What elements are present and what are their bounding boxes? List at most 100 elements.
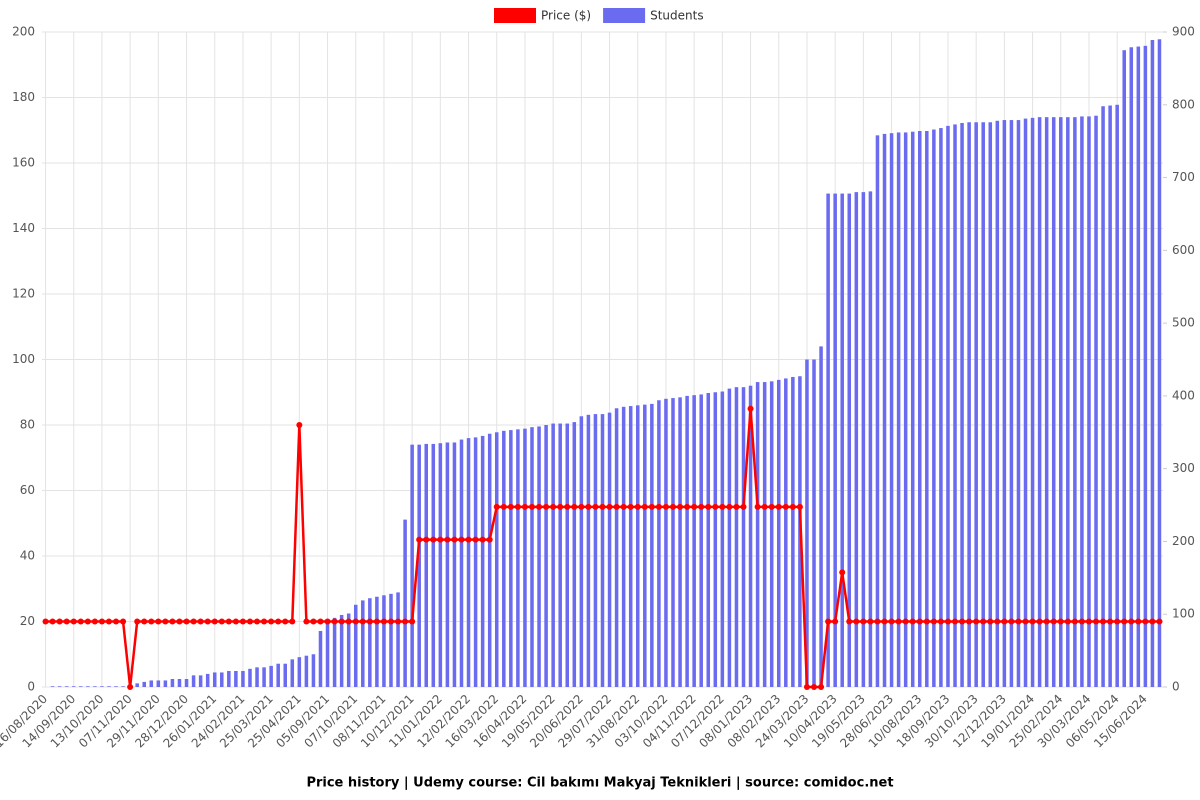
y-tick-label: 180 bbox=[12, 90, 35, 104]
bar bbox=[918, 130, 922, 687]
bar bbox=[861, 192, 866, 687]
bar bbox=[727, 388, 732, 687]
price-point bbox=[726, 503, 733, 510]
price-point bbox=[42, 618, 49, 625]
bar bbox=[946, 125, 950, 688]
bar bbox=[833, 193, 837, 688]
y-tick-label: 100 bbox=[12, 352, 35, 366]
price-point bbox=[352, 618, 359, 625]
bar bbox=[769, 381, 774, 687]
y2-tick-label: 600 bbox=[1172, 243, 1195, 257]
bar bbox=[664, 398, 668, 687]
bar bbox=[530, 427, 534, 687]
bar bbox=[657, 400, 661, 687]
price-point bbox=[1093, 618, 1100, 625]
bar bbox=[114, 686, 118, 687]
legend-swatch bbox=[603, 8, 646, 23]
price-point bbox=[430, 536, 437, 543]
y-tick-label: 140 bbox=[12, 221, 35, 235]
price-point bbox=[63, 618, 70, 625]
bar bbox=[346, 613, 351, 687]
price-point bbox=[493, 503, 500, 510]
price-point bbox=[162, 618, 169, 625]
bar bbox=[784, 378, 788, 687]
price-point bbox=[289, 618, 296, 625]
bar bbox=[671, 398, 675, 687]
bar bbox=[135, 683, 139, 687]
bar bbox=[311, 654, 316, 687]
y-tick-label: 20 bbox=[20, 614, 35, 628]
bar bbox=[1044, 117, 1049, 687]
price-point bbox=[169, 618, 176, 625]
price-point bbox=[261, 618, 268, 625]
bar bbox=[156, 680, 161, 687]
bar bbox=[699, 394, 703, 687]
bar bbox=[882, 133, 887, 687]
bar bbox=[1023, 118, 1028, 688]
price-point bbox=[500, 503, 507, 510]
bar bbox=[1087, 116, 1091, 687]
bar bbox=[720, 391, 725, 687]
price-point bbox=[959, 618, 966, 625]
bar bbox=[417, 444, 421, 687]
price-point bbox=[881, 618, 888, 625]
y-tick-label: 60 bbox=[20, 483, 35, 497]
price-point bbox=[1142, 618, 1149, 625]
bar bbox=[191, 675, 196, 687]
price-point bbox=[409, 618, 416, 625]
bar bbox=[332, 617, 337, 687]
price-point bbox=[317, 618, 324, 625]
bar bbox=[692, 395, 696, 687]
price-point bbox=[514, 503, 521, 510]
bar bbox=[607, 412, 612, 687]
bar bbox=[621, 406, 626, 687]
price-point bbox=[77, 618, 84, 625]
price-point bbox=[564, 503, 571, 510]
bar bbox=[854, 192, 859, 687]
price-point bbox=[966, 618, 973, 625]
price-point bbox=[987, 618, 994, 625]
bar bbox=[995, 120, 1000, 688]
price-point bbox=[472, 536, 479, 543]
bar bbox=[396, 592, 400, 687]
bar bbox=[438, 443, 443, 687]
price-point bbox=[444, 536, 451, 543]
bar bbox=[537, 426, 541, 687]
bar bbox=[297, 657, 302, 687]
bar bbox=[107, 686, 111, 687]
price-point bbox=[254, 618, 261, 625]
price-point bbox=[662, 503, 669, 510]
price-point bbox=[761, 503, 768, 510]
price-point bbox=[190, 618, 197, 625]
chart-title: Price history | Udemy course: Cil bakımı… bbox=[306, 776, 893, 791]
bar bbox=[220, 672, 224, 687]
price-point bbox=[458, 536, 465, 543]
price-point bbox=[148, 618, 155, 625]
bar bbox=[198, 675, 203, 687]
bar bbox=[910, 131, 915, 687]
bar bbox=[410, 444, 414, 687]
bar bbox=[1073, 117, 1077, 687]
price-point bbox=[395, 618, 402, 625]
price-point bbox=[719, 503, 726, 510]
bar bbox=[502, 430, 506, 687]
bar bbox=[1129, 47, 1134, 688]
price-point bbox=[98, 618, 105, 625]
y-tick-label: 0 bbox=[27, 680, 35, 694]
bar bbox=[353, 604, 358, 687]
price-point bbox=[225, 618, 232, 625]
bar bbox=[805, 359, 809, 687]
price-point bbox=[1015, 618, 1022, 625]
bar bbox=[1094, 115, 1098, 687]
price-point bbox=[613, 503, 620, 510]
price-point bbox=[634, 503, 641, 510]
bar bbox=[445, 442, 450, 687]
price-point bbox=[359, 618, 366, 625]
bar bbox=[494, 432, 499, 687]
bar bbox=[953, 124, 957, 687]
price-point bbox=[338, 618, 345, 625]
bar bbox=[50, 686, 55, 687]
price-point bbox=[465, 536, 472, 543]
price-point bbox=[698, 503, 705, 510]
bar bbox=[932, 129, 936, 687]
